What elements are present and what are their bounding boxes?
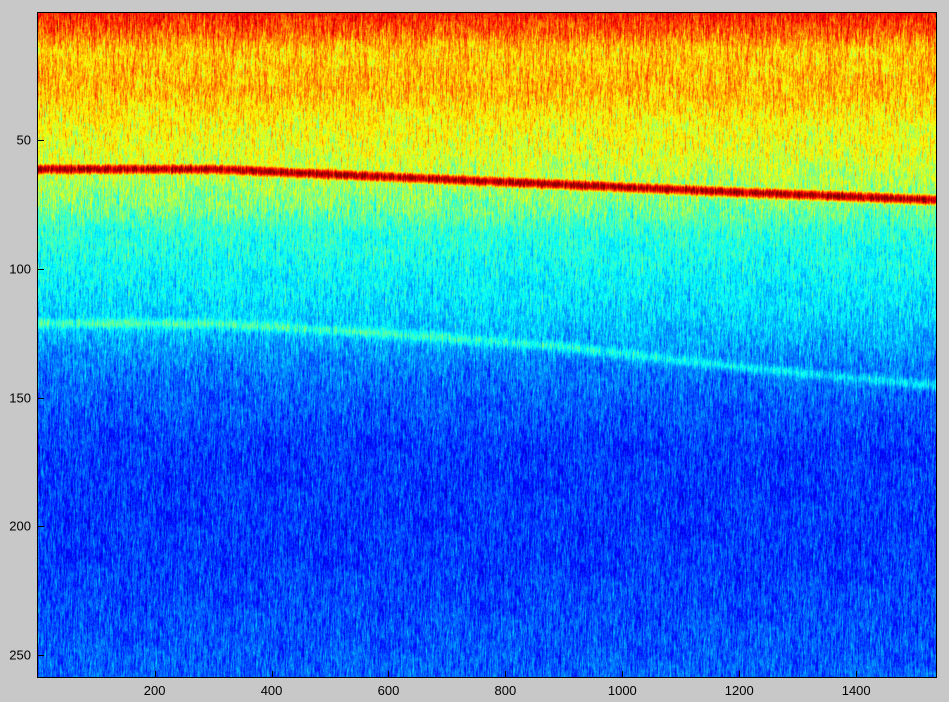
- x-tick-label: 200: [143, 683, 166, 698]
- y-tick-mark: [38, 397, 44, 399]
- x-tick-mark: [505, 671, 507, 677]
- x-tick-label: 400: [260, 683, 283, 698]
- y-tick-label: 50: [16, 132, 31, 148]
- x-tick-label: 1200: [724, 683, 754, 698]
- y-tick-mark: [38, 526, 44, 528]
- x-tick-mark: [388, 671, 390, 677]
- y-tick-mark: [38, 655, 44, 657]
- heatmap-axes: [37, 12, 937, 678]
- x-tick-mark: [856, 671, 858, 677]
- x-tick-mark: [271, 671, 273, 677]
- x-tick-label: 800: [494, 683, 517, 698]
- x-tick-mark: [154, 671, 156, 677]
- y-tick-mark: [38, 140, 44, 142]
- heatmap-image: [38, 13, 936, 677]
- y-tick-label: 200: [9, 518, 31, 534]
- x-tick-mark: [739, 671, 741, 677]
- y-tick-label: 100: [9, 261, 31, 277]
- x-tick-label: 600: [377, 683, 400, 698]
- y-tick-mark: [38, 269, 44, 271]
- y-tick-label: 150: [9, 390, 31, 406]
- x-tick-label: 1000: [607, 683, 637, 698]
- x-tick-label: 1400: [841, 683, 871, 698]
- x-tick-mark: [622, 671, 624, 677]
- y-tick-label: 250: [9, 647, 31, 663]
